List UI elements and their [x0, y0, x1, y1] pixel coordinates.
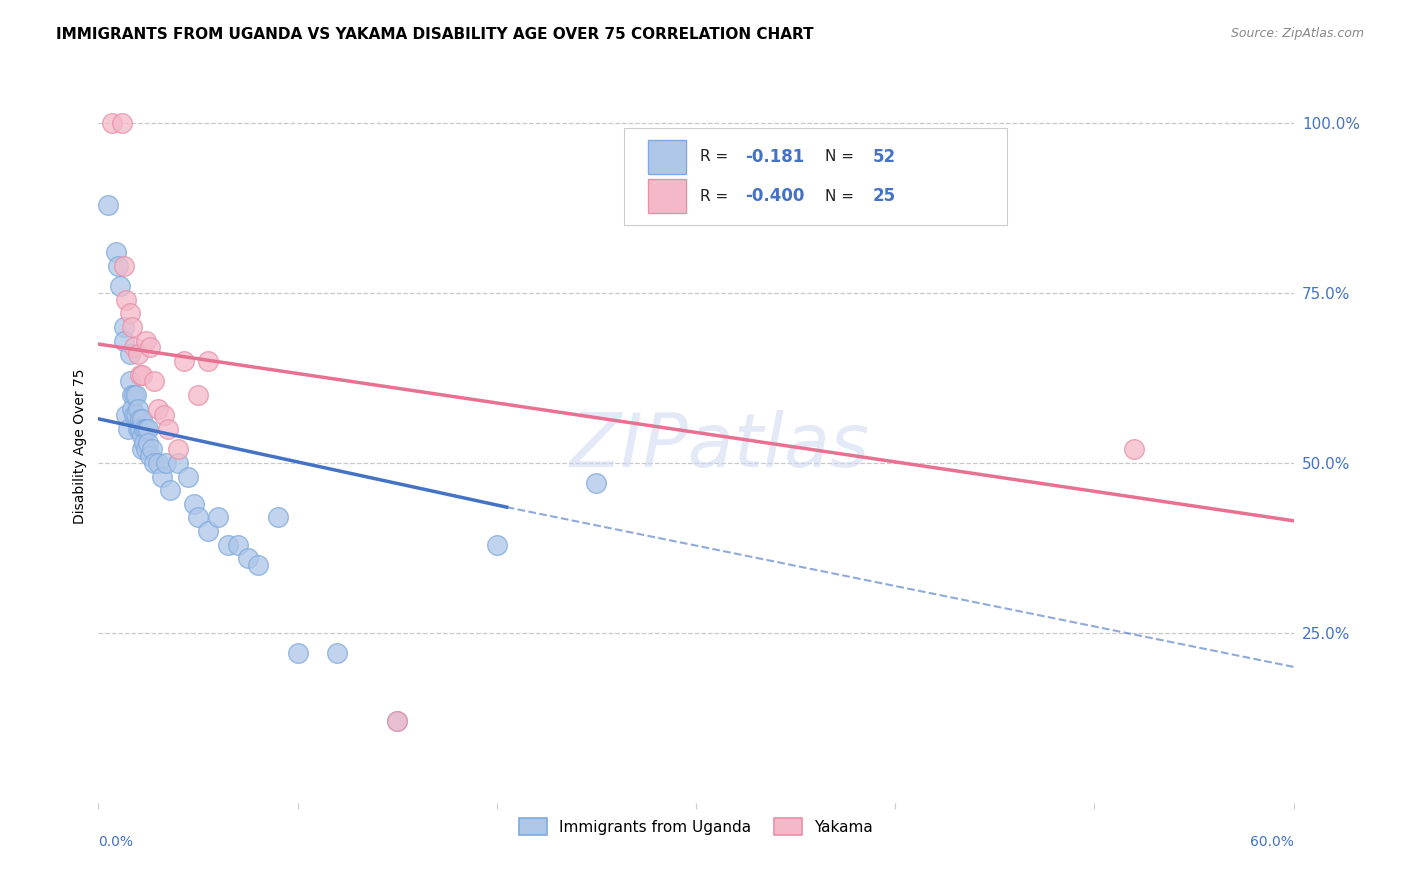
Point	[120, 375, 142, 389]
Point	[236, 551, 259, 566]
Point	[246, 558, 269, 572]
Point	[112, 334, 135, 348]
Point	[124, 409, 146, 423]
Text: -0.400: -0.400	[745, 187, 804, 205]
Point	[141, 442, 163, 457]
Point	[585, 476, 607, 491]
Point	[136, 422, 159, 436]
Point	[112, 259, 135, 273]
Point	[135, 422, 157, 436]
Point	[153, 409, 176, 423]
Point	[197, 354, 219, 368]
Point	[326, 646, 349, 660]
Text: R =: R =	[700, 150, 733, 164]
Y-axis label: Disability Age Over 75: Disability Age Over 75	[73, 368, 87, 524]
Point	[134, 422, 156, 436]
Point	[207, 510, 229, 524]
FancyBboxPatch shape	[648, 179, 686, 213]
Point	[385, 714, 409, 729]
Point	[129, 412, 152, 426]
Point	[150, 469, 173, 483]
Point	[105, 245, 128, 260]
Text: N =: N =	[825, 189, 859, 203]
Point	[131, 412, 153, 426]
Point	[173, 354, 195, 368]
Point	[183, 497, 205, 511]
Point	[121, 401, 143, 416]
Point	[115, 409, 138, 423]
Point	[124, 341, 146, 355]
Point	[110, 279, 132, 293]
Point	[127, 401, 149, 416]
Point	[127, 422, 149, 436]
Text: -0.181: -0.181	[745, 148, 804, 166]
Point	[125, 409, 148, 423]
Point	[167, 456, 190, 470]
FancyBboxPatch shape	[648, 140, 686, 174]
Point	[139, 341, 162, 355]
Point	[148, 456, 170, 470]
Point	[143, 375, 166, 389]
Text: R =: R =	[700, 189, 733, 203]
Text: 25: 25	[873, 187, 896, 205]
Point	[197, 524, 219, 538]
Point	[121, 320, 143, 334]
Point	[120, 347, 142, 361]
Point	[97, 198, 120, 212]
Point	[148, 401, 170, 416]
Point	[135, 442, 157, 457]
Point	[136, 435, 159, 450]
Point	[267, 510, 290, 524]
Point	[143, 456, 166, 470]
Point	[101, 116, 124, 130]
Point	[129, 368, 152, 382]
Text: 60.0%: 60.0%	[1250, 835, 1294, 849]
Point	[115, 293, 138, 307]
Point	[187, 388, 209, 402]
Point	[111, 116, 134, 130]
Point	[112, 320, 135, 334]
Point	[177, 469, 200, 483]
Point	[385, 714, 409, 729]
Point	[127, 347, 149, 361]
Text: ZIPatlas: ZIPatlas	[569, 410, 870, 482]
Point	[131, 442, 153, 457]
Point	[167, 442, 190, 457]
Point	[120, 306, 142, 320]
Point	[217, 537, 239, 551]
Point	[1123, 442, 1146, 457]
Point	[131, 429, 153, 443]
Text: Source: ZipAtlas.com: Source: ZipAtlas.com	[1230, 27, 1364, 40]
Point	[125, 388, 148, 402]
Text: 52: 52	[873, 148, 896, 166]
Point	[157, 422, 180, 436]
Point	[155, 456, 177, 470]
Point	[187, 510, 209, 524]
Point	[131, 368, 153, 382]
FancyBboxPatch shape	[624, 128, 1007, 225]
Point	[135, 334, 157, 348]
Point	[159, 483, 181, 498]
Point	[124, 388, 146, 402]
Point	[117, 422, 139, 436]
Text: N =: N =	[825, 150, 859, 164]
Point	[226, 537, 249, 551]
Point	[121, 388, 143, 402]
Point	[287, 646, 309, 660]
Legend: Immigrants from Uganda, Yakama: Immigrants from Uganda, Yakama	[513, 812, 879, 841]
Point	[139, 449, 162, 463]
Point	[485, 537, 508, 551]
Text: IMMIGRANTS FROM UGANDA VS YAKAMA DISABILITY AGE OVER 75 CORRELATION CHART: IMMIGRANTS FROM UGANDA VS YAKAMA DISABIL…	[56, 27, 814, 42]
Text: 0.0%: 0.0%	[98, 835, 134, 849]
Point	[129, 422, 152, 436]
Point	[134, 435, 156, 450]
Point	[107, 259, 129, 273]
